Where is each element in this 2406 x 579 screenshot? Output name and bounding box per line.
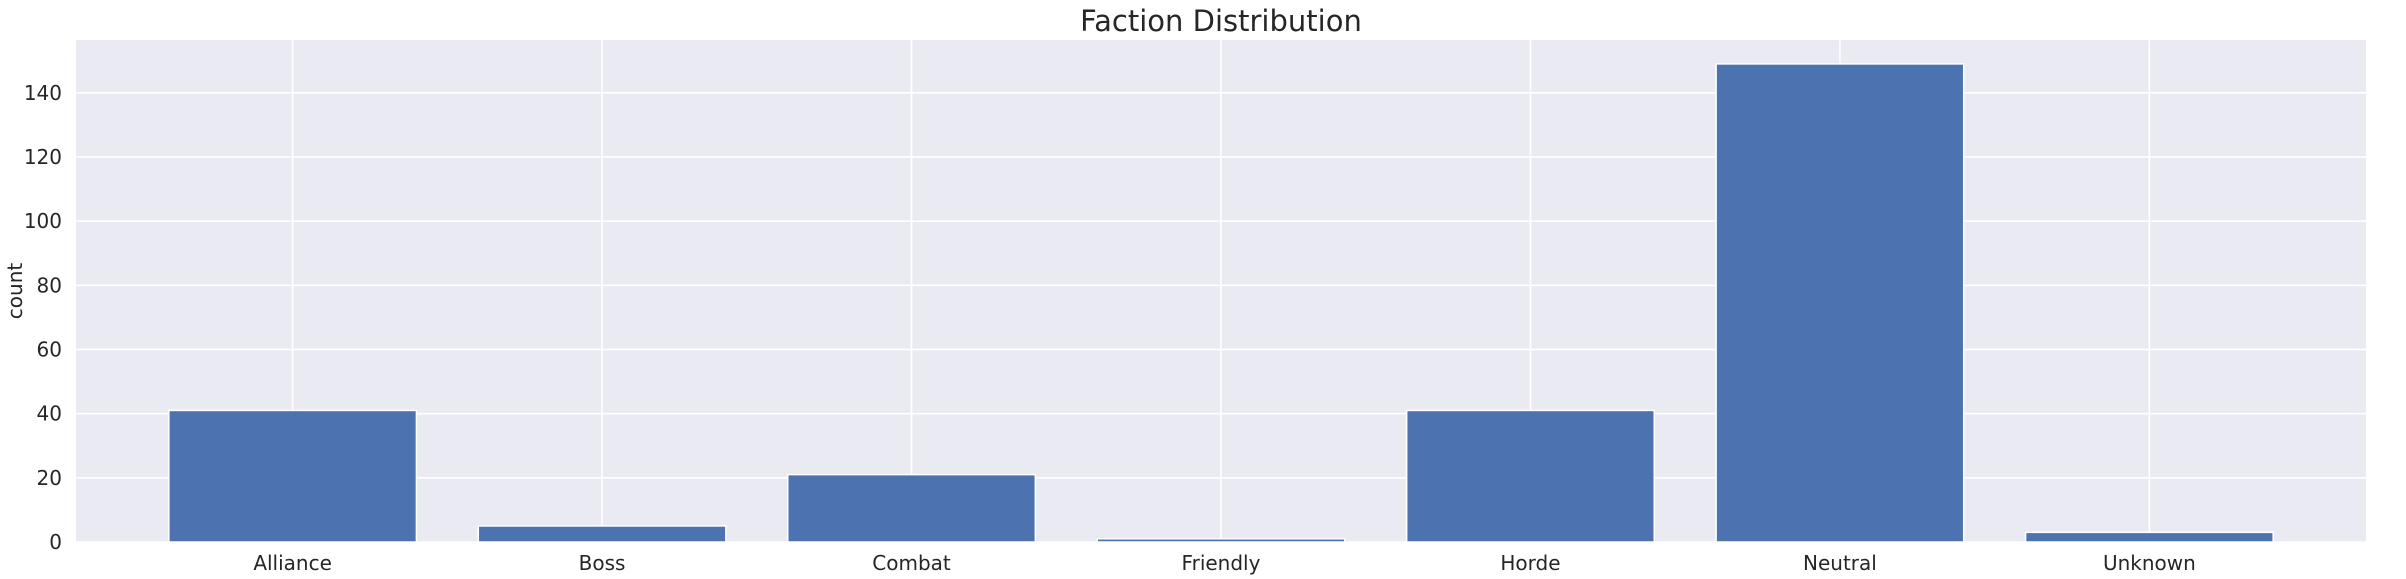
y-tick-label: 0: [49, 530, 62, 554]
x-tick-label: Horde: [1500, 551, 1560, 575]
x-tick-label: Alliance: [253, 551, 332, 575]
grid-lines: [76, 40, 2366, 543]
x-tick-label: Unknown: [2103, 551, 2196, 575]
y-tick-label: 60: [37, 337, 62, 361]
x-tick-label: Neutral: [1803, 551, 1877, 575]
bar-neutral: [1715, 63, 1965, 543]
y-tick-label: 20: [37, 466, 62, 490]
y-tick-label: 140: [24, 81, 62, 105]
y-tick-label: 120: [24, 145, 62, 169]
bar-friendly: [1096, 538, 1346, 543]
y-axis-ticks: 0 20 40 60 80 100 120 140: [24, 81, 62, 554]
bar-combat: [787, 473, 1037, 543]
bar-alliance: [168, 409, 418, 543]
y-tick-label: 80: [37, 273, 62, 297]
y-tick-label: 40: [37, 402, 62, 426]
y-axis-label: count: [3, 263, 27, 320]
x-axis-ticks: Alliance Boss Combat Friendly Horde Neutral Un…: [253, 551, 2195, 575]
bar-unknown: [2024, 531, 2274, 543]
y-tick-label: 100: [24, 209, 62, 233]
x-tick-label: Boss: [579, 551, 626, 575]
bar-horde: [1405, 409, 1655, 543]
bar-boss: [477, 525, 727, 543]
chart-title: Faction Distribution: [1080, 4, 1362, 38]
bars: [168, 63, 2274, 543]
x-tick-label: Friendly: [1182, 551, 1261, 575]
x-tick-label: Combat: [872, 551, 951, 575]
